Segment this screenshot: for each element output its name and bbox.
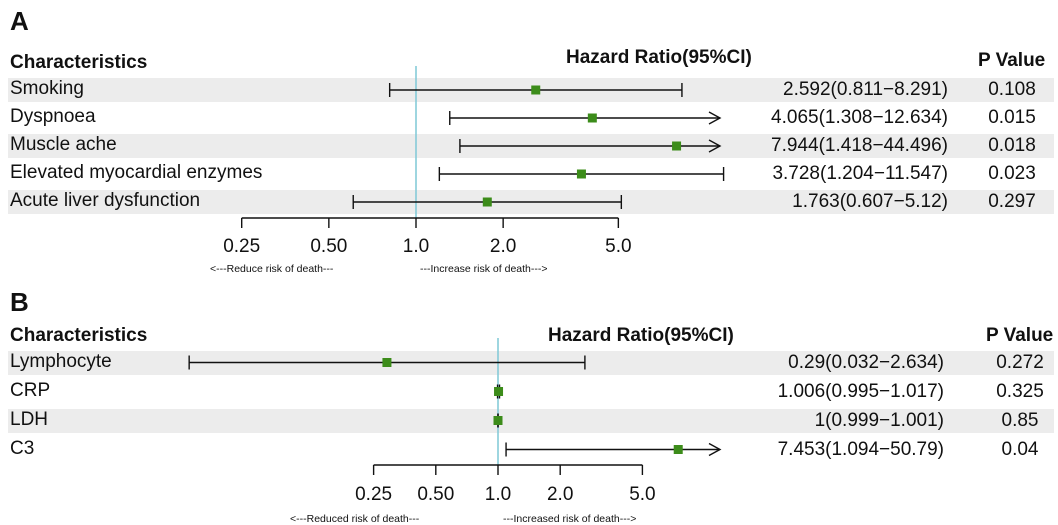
row-hr-text: 3.728(1.204−11.547) bbox=[772, 163, 948, 184]
row-hr-text: 2.592(0.811−8.291) bbox=[783, 79, 948, 100]
row-p-value: 0.018 bbox=[988, 135, 1036, 156]
x-tick-label: 5.0 bbox=[605, 236, 631, 257]
caption-right-a: ---Increase risk of death---> bbox=[420, 263, 548, 275]
p-header-b: P Value bbox=[986, 325, 1054, 346]
row-label: Dyspnoea bbox=[10, 106, 96, 127]
hr-header-a: Hazard Ratio(95%CI) bbox=[566, 47, 752, 68]
row-label: CRP bbox=[10, 379, 51, 401]
hr-point-marker bbox=[673, 445, 683, 454]
forest-plot-a-svg: 0.25 0.50 1.0 2.0 5.0 bbox=[223, 66, 725, 257]
hr-point-marker bbox=[531, 85, 541, 95]
row-hr-text: 1(0.999−1.001) bbox=[814, 409, 944, 431]
hr-point-marker bbox=[494, 387, 504, 396]
row-label: C3 bbox=[10, 437, 35, 459]
hr-point-marker bbox=[482, 197, 492, 207]
hr-header-b: Hazard Ratio(95%CI) bbox=[548, 325, 734, 346]
forest-plot-a: A Characteristics Hazard Ratio(95%CI) P … bbox=[8, 6, 1054, 275]
x-tick-label: 0.50 bbox=[310, 236, 347, 257]
row-label: Lymphocyte bbox=[10, 350, 112, 372]
characteristics-header-b: Characteristics bbox=[10, 325, 148, 346]
x-tick-label: 5.0 bbox=[629, 484, 655, 505]
row-label: Smoking bbox=[10, 78, 84, 99]
ci-arrow-icon bbox=[708, 111, 722, 125]
hr-point-marker bbox=[493, 416, 503, 425]
x-tick-label: 2.0 bbox=[547, 484, 573, 505]
panel-label-a: A bbox=[10, 6, 29, 36]
row-label: Muscle ache bbox=[10, 134, 117, 155]
row-hr-text: 7.453(1.094−50.79) bbox=[777, 438, 944, 460]
row-p-value: 0.015 bbox=[988, 107, 1036, 128]
p-header-a: P Value bbox=[978, 50, 1046, 71]
x-tick-label: 1.0 bbox=[403, 236, 429, 257]
row-p-value: 0.297 bbox=[988, 191, 1036, 212]
forest-plot-b: B Characteristics Hazard Ratio(95%CI) P … bbox=[0, 285, 1058, 525]
row-label: Elevated myocardial enzymes bbox=[10, 162, 263, 183]
row-p-value: 0.272 bbox=[996, 351, 1044, 373]
hr-point-marker bbox=[576, 169, 586, 179]
row-hr-text: 0.29(0.032−2.634) bbox=[788, 351, 944, 373]
x-tick-label: 0.50 bbox=[417, 484, 454, 505]
x-tick-label: 1.0 bbox=[485, 484, 511, 505]
caption-left-a: <---Reduce risk of death--- bbox=[210, 263, 334, 275]
ci-arrow-icon bbox=[708, 139, 722, 153]
row-label: LDH bbox=[10, 408, 49, 430]
x-tick-label: 0.25 bbox=[223, 236, 260, 257]
row-p-value: 0.85 bbox=[1001, 409, 1039, 431]
hr-point-marker bbox=[587, 113, 597, 123]
row-p-value: 0.108 bbox=[988, 79, 1036, 100]
x-tick-label: 2.0 bbox=[490, 236, 516, 257]
hr-point-marker bbox=[382, 358, 392, 367]
caption-right-b: ---Increased risk of death---> bbox=[503, 513, 637, 525]
x-tick-label: 0.25 bbox=[355, 484, 392, 505]
row-hr-text: 1.006(0.995−1.017) bbox=[777, 380, 944, 402]
row-hr-text: 1.763(0.607−5.12) bbox=[792, 191, 948, 212]
row-hr-text: 4.065(1.308−12.634) bbox=[771, 107, 948, 128]
hr-point-marker bbox=[672, 141, 682, 151]
row-label: Acute liver dysfunction bbox=[10, 190, 201, 211]
row-p-value: 0.023 bbox=[988, 163, 1036, 184]
forest-plot-b-svg: 0.25 0.50 1.0 2.0 5.0 bbox=[188, 338, 722, 505]
row-stripe bbox=[8, 408, 1054, 433]
caption-left-b: <---Reduced risk of death--- bbox=[290, 513, 420, 525]
row-hr-text: 7.944(1.418−44.496) bbox=[771, 135, 948, 156]
row-p-value: 0.04 bbox=[1001, 438, 1039, 460]
ci-arrow-icon bbox=[708, 442, 722, 457]
characteristics-header-a: Characteristics bbox=[10, 52, 148, 73]
row-p-value: 0.325 bbox=[996, 380, 1044, 402]
panel-label-b: B bbox=[10, 287, 29, 317]
